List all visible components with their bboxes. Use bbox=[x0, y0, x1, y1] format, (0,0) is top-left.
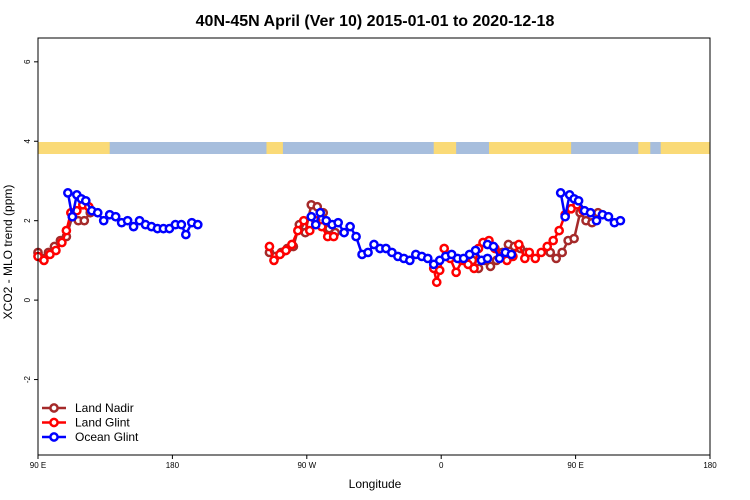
chart-title: 40N-45N April (Ver 10) 2015-01-01 to 202… bbox=[196, 13, 555, 30]
data-point bbox=[422, 253, 433, 264]
data-point bbox=[92, 207, 103, 218]
data-point bbox=[39, 255, 49, 266]
data-point bbox=[304, 225, 315, 236]
data-point bbox=[67, 211, 78, 222]
land-band bbox=[266, 142, 283, 154]
x-tick-label: 180 bbox=[703, 461, 717, 470]
data-point bbox=[339, 227, 349, 238]
data-point bbox=[98, 215, 109, 226]
x-axis: 90 E 180 90 W 0 90 E 180 bbox=[30, 455, 717, 470]
data-point bbox=[530, 253, 541, 264]
x-tick-label: 90 E bbox=[567, 461, 583, 470]
data-point bbox=[603, 211, 614, 222]
legend-label: Land Glint bbox=[75, 416, 130, 430]
legend-swatch-marker bbox=[49, 417, 59, 428]
data-point bbox=[315, 207, 326, 218]
data-point bbox=[482, 253, 493, 264]
x-tick-label: 0 bbox=[439, 461, 444, 470]
data-point bbox=[110, 211, 121, 222]
y-tick-label: 6 bbox=[23, 59, 32, 64]
x-tick-label: 90 W bbox=[297, 461, 316, 470]
data-point bbox=[269, 255, 279, 266]
x-tick-label: 180 bbox=[166, 461, 180, 470]
data-point bbox=[439, 243, 450, 254]
data-point bbox=[292, 225, 303, 236]
data-point bbox=[51, 245, 61, 256]
data-point bbox=[519, 253, 530, 264]
y-axis-label: XCO2 - MLO trend (ppm) bbox=[1, 185, 15, 320]
land-sea-strip bbox=[38, 142, 710, 154]
x-tick-label: 90 E bbox=[30, 461, 46, 470]
data-point bbox=[57, 237, 67, 248]
data-point bbox=[488, 241, 499, 252]
data-point bbox=[494, 253, 505, 264]
data-point bbox=[298, 215, 309, 226]
data-point bbox=[470, 245, 481, 256]
y-axis: -2 0 2 4 6 bbox=[23, 59, 38, 383]
legend-label: Land Nadir bbox=[75, 401, 134, 415]
data-point bbox=[363, 247, 373, 258]
data-point bbox=[548, 235, 559, 246]
data-point bbox=[281, 245, 291, 256]
data-point bbox=[434, 265, 445, 276]
y-tick-label: -2 bbox=[23, 375, 32, 383]
data-point bbox=[536, 247, 547, 258]
data-point bbox=[551, 253, 562, 264]
land-band bbox=[38, 142, 110, 154]
land-band bbox=[488, 142, 572, 154]
data-point bbox=[328, 231, 339, 242]
data-point bbox=[61, 225, 72, 236]
data-point bbox=[469, 263, 479, 274]
legend-label: Ocean Glint bbox=[75, 430, 139, 444]
data-point bbox=[585, 207, 596, 218]
data-point bbox=[79, 215, 90, 226]
data-point bbox=[615, 215, 626, 226]
land-band bbox=[638, 142, 651, 154]
legend-swatch-marker bbox=[49, 432, 59, 442]
legend-swatch-marker bbox=[49, 403, 59, 413]
plot-frame bbox=[37, 37, 711, 456]
data-point bbox=[287, 239, 297, 250]
ocean-band bbox=[38, 142, 710, 154]
data-point bbox=[431, 277, 442, 288]
data-point bbox=[176, 219, 187, 230]
data-point bbox=[63, 188, 73, 198]
y-tick-label: 4 bbox=[23, 138, 32, 143]
data-point bbox=[180, 229, 191, 240]
data-point bbox=[524, 247, 535, 258]
land-band bbox=[433, 142, 457, 154]
data-point bbox=[192, 219, 203, 230]
data-point bbox=[514, 239, 524, 250]
data-point bbox=[345, 221, 355, 232]
data-point bbox=[264, 241, 275, 252]
data-point bbox=[569, 233, 579, 244]
data-point bbox=[310, 219, 321, 230]
data-point bbox=[122, 215, 133, 226]
data-point bbox=[333, 217, 344, 228]
data-point bbox=[485, 261, 496, 272]
series-ocean-glint bbox=[63, 188, 626, 270]
land-band bbox=[660, 142, 710, 154]
data-point bbox=[542, 241, 553, 252]
data-point bbox=[560, 211, 570, 222]
data-point bbox=[573, 195, 584, 206]
data-point bbox=[451, 267, 461, 278]
data-point bbox=[591, 215, 602, 226]
series-layer bbox=[33, 188, 626, 288]
y-tick-label: 0 bbox=[23, 297, 32, 302]
data-point bbox=[404, 255, 415, 266]
y-tick-label: 2 bbox=[23, 218, 32, 223]
data-point bbox=[128, 221, 139, 232]
data-point bbox=[351, 231, 361, 242]
data-point bbox=[506, 249, 517, 260]
data-point bbox=[554, 225, 565, 236]
x-axis-label: Longitude bbox=[349, 477, 402, 491]
data-point bbox=[555, 188, 566, 198]
data-point bbox=[557, 247, 568, 258]
data-point bbox=[306, 211, 317, 222]
data-point bbox=[80, 195, 91, 206]
